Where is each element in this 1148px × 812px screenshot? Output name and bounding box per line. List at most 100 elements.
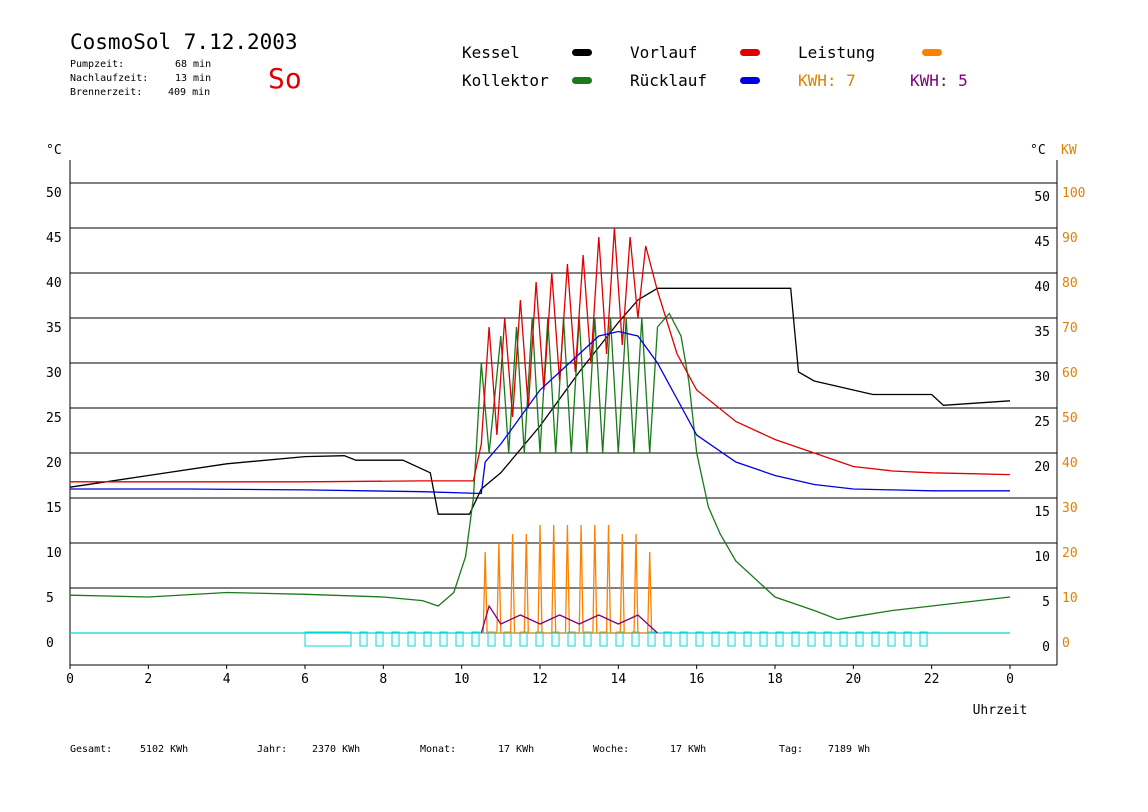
x-tick-label: 8 bbox=[379, 672, 387, 687]
series-line-kessel bbox=[69, 287, 1011, 515]
legend-vorlauf-swatch bbox=[740, 49, 760, 56]
y2-tick-label: 10 bbox=[1062, 591, 1078, 606]
x-tick-label: 0 bbox=[1006, 672, 1014, 687]
pump-block bbox=[304, 631, 352, 647]
pump-pulse bbox=[375, 631, 384, 647]
footer-monat-label: Monat: bbox=[420, 744, 457, 755]
series-line-vorlauf bbox=[70, 227, 1011, 483]
pump-pulse bbox=[519, 631, 528, 647]
y-tick-label-right: 0 bbox=[1042, 640, 1050, 655]
y-tick-label-right: 35 bbox=[1034, 325, 1050, 340]
y2-tick-label: 40 bbox=[1062, 456, 1078, 471]
nachlauf-label: Nachlaufzeit: bbox=[70, 73, 149, 84]
x-tick-label: 4 bbox=[223, 672, 231, 687]
pump-pulse bbox=[439, 631, 448, 647]
y2-tick-label: 0 bbox=[1062, 636, 1070, 651]
footer-jahr-value: 2370 KWh bbox=[312, 744, 361, 755]
x-tick-label: 14 bbox=[611, 672, 627, 687]
y2-tick-label: 30 bbox=[1062, 501, 1078, 516]
pump-pulse bbox=[567, 631, 576, 647]
x-tick-label: 16 bbox=[689, 672, 705, 687]
pump-pulse bbox=[391, 631, 400, 647]
y-tick-label-right: 5 bbox=[1042, 595, 1050, 610]
x-tick-label: 6 bbox=[301, 672, 309, 687]
pump-pulse bbox=[775, 631, 784, 647]
x-tick-label: 12 bbox=[532, 672, 548, 687]
pump-pulse bbox=[823, 631, 832, 647]
footer-woche-value: 17 KWh bbox=[670, 744, 707, 755]
y2-tick-label: 80 bbox=[1062, 276, 1078, 291]
legend-kollektor-swatch bbox=[572, 77, 592, 84]
y-tick-label-left: 10 bbox=[46, 546, 62, 561]
x-tick-label: 2 bbox=[144, 672, 152, 687]
y2-tick-label: 100 bbox=[1062, 186, 1085, 201]
pump-pulse bbox=[647, 631, 656, 647]
pump-value: 68 min bbox=[175, 59, 212, 70]
pump-pulse bbox=[551, 631, 560, 647]
chart-title: CosmoSol 7.12.2003 bbox=[70, 30, 298, 54]
pump-pulse bbox=[503, 631, 512, 647]
y-tick-label-right: 40 bbox=[1034, 280, 1050, 295]
pump-pulse bbox=[631, 631, 640, 647]
y-tick-label-left: 30 bbox=[46, 366, 62, 381]
pump-label: Pumpzeit: bbox=[70, 59, 125, 70]
legend-kessel-swatch bbox=[572, 49, 592, 56]
pump-pulse bbox=[903, 631, 912, 647]
y2-axis-label: KW bbox=[1061, 143, 1077, 158]
legend-leistung: Leistung bbox=[798, 43, 876, 62]
brenner-value: 409 min bbox=[168, 87, 211, 98]
pump-pulse bbox=[839, 631, 848, 647]
y-axis-label-left: °C bbox=[46, 143, 62, 158]
footer-jahr-label: Jahr: bbox=[257, 744, 288, 755]
y-tick-label-left: 0 bbox=[46, 636, 54, 651]
nachlauf-value: 13 min bbox=[175, 73, 212, 84]
pump-pulse bbox=[759, 631, 768, 647]
pump-pulse bbox=[855, 631, 864, 647]
y2-tick-label: 60 bbox=[1062, 366, 1078, 381]
pump-pulse bbox=[423, 631, 432, 647]
pump-pulse bbox=[487, 631, 496, 647]
y-tick-label-right: 50 bbox=[1034, 190, 1050, 205]
y-tick-label-right: 15 bbox=[1034, 505, 1050, 520]
y-tick-label-left: 25 bbox=[46, 411, 62, 426]
y-tick-label-left: 15 bbox=[46, 501, 62, 516]
pump-pulse bbox=[743, 631, 752, 647]
y-tick-label-left: 35 bbox=[46, 321, 62, 336]
series-line-kwh2 bbox=[480, 604, 658, 634]
pump-pulse bbox=[871, 631, 880, 647]
pump-pulse bbox=[615, 631, 624, 647]
x-tick-label: 22 bbox=[924, 672, 940, 687]
y-tick-label-right: 10 bbox=[1034, 550, 1050, 565]
pump-pulse bbox=[919, 631, 928, 647]
y-tick-label-right: 30 bbox=[1034, 370, 1050, 385]
footer-tag-label: Tag: bbox=[779, 744, 804, 755]
x-tick-label: 0 bbox=[66, 672, 74, 687]
footer-gesamt-value: 5102 KWh bbox=[140, 744, 189, 755]
series-line-leistung bbox=[482, 524, 653, 634]
pump-pulse bbox=[791, 631, 800, 647]
y-tick-label-left: 40 bbox=[46, 276, 62, 291]
y2-tick-label: 20 bbox=[1062, 546, 1078, 561]
legend-kwh2: KWH: 5 bbox=[910, 71, 968, 90]
pump-pulse bbox=[727, 631, 736, 647]
pump-pulse bbox=[359, 631, 368, 647]
series-line-kollektor bbox=[69, 312, 1011, 621]
footer-tag-value: 7189 Wh bbox=[828, 744, 871, 755]
legend-ruecklauf-swatch bbox=[740, 77, 760, 84]
y-tick-label-left: 50 bbox=[46, 186, 62, 201]
pump-pulse bbox=[695, 631, 704, 647]
y2-tick-label: 70 bbox=[1062, 321, 1078, 336]
y-tick-label-left: 5 bbox=[46, 591, 54, 606]
pump-pulse bbox=[407, 631, 416, 647]
footer-woche-label: Woche: bbox=[593, 744, 630, 755]
pump-pulse bbox=[887, 631, 896, 647]
pump-pulse bbox=[471, 631, 480, 647]
legend-kessel: Kessel bbox=[462, 43, 520, 62]
y2-tick-label: 90 bbox=[1062, 231, 1078, 246]
weekday-label: So bbox=[268, 62, 302, 95]
legend-kollektor: Kollektor bbox=[462, 71, 549, 90]
footer-gesamt-label: Gesamt: bbox=[70, 744, 113, 755]
brenner-label: Brennerzeit: bbox=[70, 87, 143, 98]
footer-monat-value: 17 KWh bbox=[498, 744, 535, 755]
